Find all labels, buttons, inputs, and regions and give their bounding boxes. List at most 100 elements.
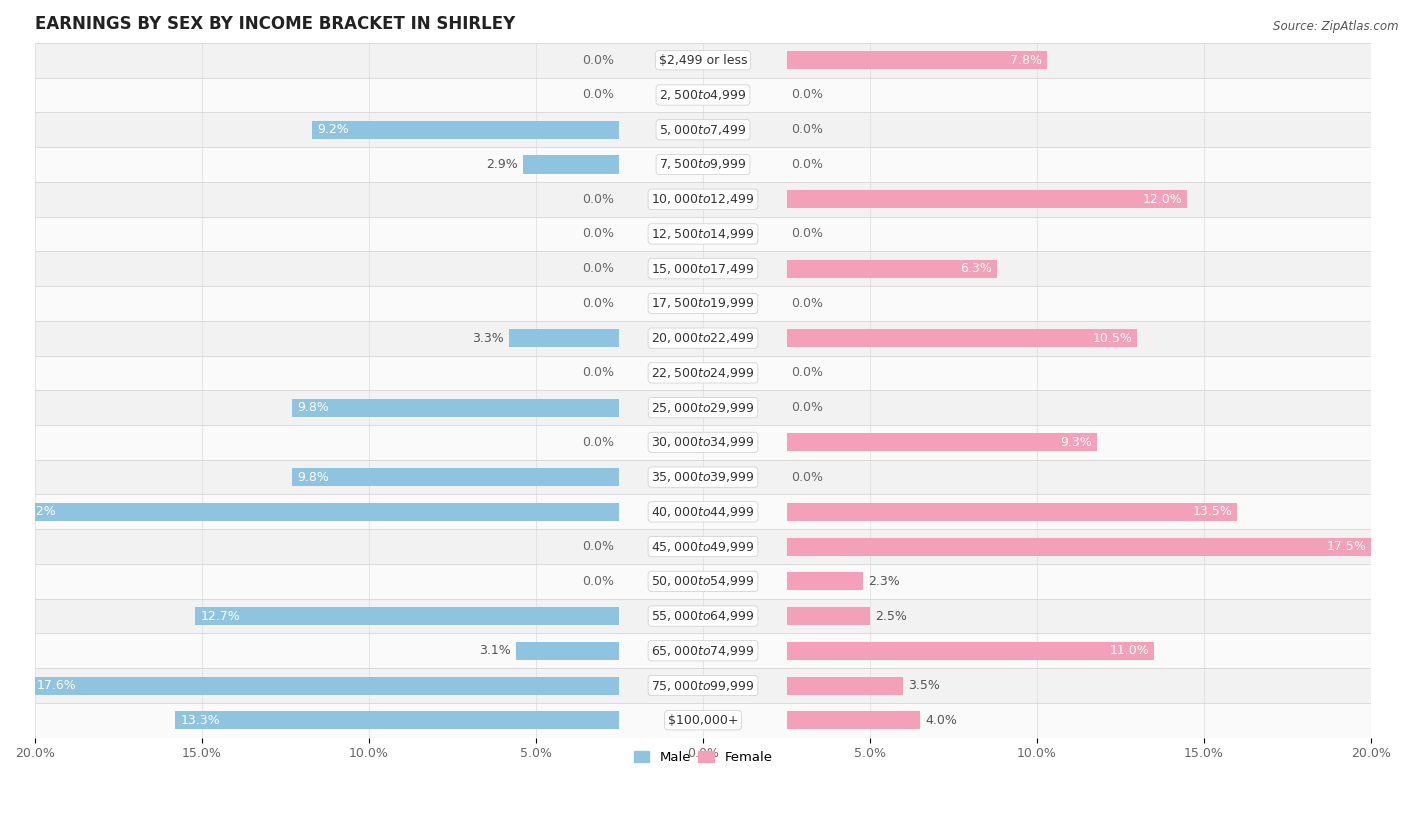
Bar	[35, 668, 1371, 703]
Bar	[509, 329, 620, 347]
Text: Source: ZipAtlas.com: Source: ZipAtlas.com	[1274, 20, 1399, 33]
Text: $45,000 to $49,999: $45,000 to $49,999	[651, 540, 755, 554]
Text: $7,500 to $9,999: $7,500 to $9,999	[659, 158, 747, 172]
Text: 9.8%: 9.8%	[297, 471, 329, 484]
Bar	[35, 286, 1371, 321]
Text: 3.1%: 3.1%	[479, 644, 510, 657]
Text: 0.0%: 0.0%	[582, 228, 614, 241]
Text: $25,000 to $29,999: $25,000 to $29,999	[651, 401, 755, 415]
Bar	[35, 494, 1371, 529]
Text: 0.0%: 0.0%	[582, 367, 614, 380]
Bar	[35, 564, 1371, 598]
Bar	[786, 51, 1047, 69]
Text: 0.0%: 0.0%	[582, 540, 614, 553]
Text: $40,000 to $44,999: $40,000 to $44,999	[651, 505, 755, 519]
Bar	[35, 43, 1371, 77]
Text: $75,000 to $99,999: $75,000 to $99,999	[651, 679, 755, 693]
Bar	[292, 398, 620, 417]
Text: 0.0%: 0.0%	[792, 401, 824, 414]
Text: $35,000 to $39,999: $35,000 to $39,999	[651, 470, 755, 484]
Text: 2.3%: 2.3%	[869, 575, 900, 588]
Bar	[35, 77, 1371, 112]
Bar	[176, 711, 620, 729]
Text: 18.2%: 18.2%	[17, 506, 56, 519]
Bar	[31, 676, 620, 694]
Bar	[786, 433, 1097, 451]
Bar	[11, 502, 620, 521]
Bar	[786, 572, 863, 590]
Text: 0.0%: 0.0%	[582, 575, 614, 588]
Text: 13.3%: 13.3%	[180, 714, 219, 727]
Text: 0.0%: 0.0%	[582, 193, 614, 206]
Text: 6.3%: 6.3%	[960, 262, 993, 275]
Text: 0.0%: 0.0%	[792, 297, 824, 310]
Text: 0.0%: 0.0%	[582, 89, 614, 102]
Bar	[35, 251, 1371, 286]
Text: 12.7%: 12.7%	[200, 610, 240, 623]
Text: $55,000 to $64,999: $55,000 to $64,999	[651, 609, 755, 623]
Bar	[786, 537, 1371, 555]
Text: 3.3%: 3.3%	[472, 332, 505, 345]
Bar	[35, 390, 1371, 425]
Text: $2,500 to $4,999: $2,500 to $4,999	[659, 88, 747, 102]
Text: 0.0%: 0.0%	[582, 262, 614, 275]
Bar	[786, 641, 1154, 660]
Text: $30,000 to $34,999: $30,000 to $34,999	[651, 436, 755, 450]
Bar	[195, 607, 620, 625]
Bar	[786, 607, 870, 625]
Bar	[35, 633, 1371, 668]
Bar	[35, 459, 1371, 494]
Text: 3.5%: 3.5%	[908, 679, 941, 692]
Text: 0.0%: 0.0%	[792, 471, 824, 484]
Text: 0.0%: 0.0%	[792, 158, 824, 171]
Bar	[35, 355, 1371, 390]
Bar	[35, 425, 1371, 459]
Text: EARNINGS BY SEX BY INCOME BRACKET IN SHIRLEY: EARNINGS BY SEX BY INCOME BRACKET IN SHI…	[35, 15, 515, 33]
Bar	[35, 147, 1371, 182]
Text: 9.2%: 9.2%	[318, 124, 349, 137]
Text: 0.0%: 0.0%	[582, 436, 614, 449]
Bar	[35, 216, 1371, 251]
Bar	[35, 529, 1371, 564]
Text: 12.0%: 12.0%	[1143, 193, 1182, 206]
Text: $100,000+: $100,000+	[668, 714, 738, 727]
Text: 2.5%: 2.5%	[875, 610, 907, 623]
Text: 0.0%: 0.0%	[792, 89, 824, 102]
Legend: Male, Female: Male, Female	[628, 746, 778, 769]
Text: 10.5%: 10.5%	[1092, 332, 1132, 345]
Bar	[786, 190, 1187, 208]
Text: 13.5%: 13.5%	[1192, 506, 1233, 519]
Text: $12,500 to $14,999: $12,500 to $14,999	[651, 227, 755, 241]
Bar	[35, 703, 1371, 737]
Text: 4.0%: 4.0%	[925, 714, 957, 727]
Text: 9.3%: 9.3%	[1060, 436, 1092, 449]
Text: 0.0%: 0.0%	[792, 367, 824, 380]
Text: $20,000 to $22,499: $20,000 to $22,499	[651, 331, 755, 346]
Text: 11.0%: 11.0%	[1109, 644, 1149, 657]
Bar	[786, 711, 920, 729]
Bar	[786, 502, 1237, 521]
Text: 2.9%: 2.9%	[486, 158, 517, 171]
Text: 0.0%: 0.0%	[792, 228, 824, 241]
Bar	[35, 321, 1371, 355]
Text: 0.0%: 0.0%	[792, 124, 824, 137]
Text: $2,499 or less: $2,499 or less	[659, 54, 747, 67]
Text: $5,000 to $7,499: $5,000 to $7,499	[659, 123, 747, 137]
Bar	[35, 182, 1371, 216]
Bar	[35, 112, 1371, 147]
Text: 0.0%: 0.0%	[582, 297, 614, 310]
Bar	[523, 155, 620, 173]
Text: 7.8%: 7.8%	[1010, 54, 1042, 67]
Text: $10,000 to $12,499: $10,000 to $12,499	[651, 192, 755, 207]
Text: $17,500 to $19,999: $17,500 to $19,999	[651, 297, 755, 311]
Text: $65,000 to $74,999: $65,000 to $74,999	[651, 644, 755, 658]
Text: 9.8%: 9.8%	[297, 401, 329, 414]
Bar	[516, 641, 620, 660]
Text: 0.0%: 0.0%	[582, 54, 614, 67]
Text: 17.6%: 17.6%	[37, 679, 76, 692]
Bar	[312, 120, 620, 139]
Bar	[786, 259, 997, 278]
Bar	[35, 598, 1371, 633]
Text: $22,500 to $24,999: $22,500 to $24,999	[651, 366, 755, 380]
Text: $50,000 to $54,999: $50,000 to $54,999	[651, 574, 755, 589]
